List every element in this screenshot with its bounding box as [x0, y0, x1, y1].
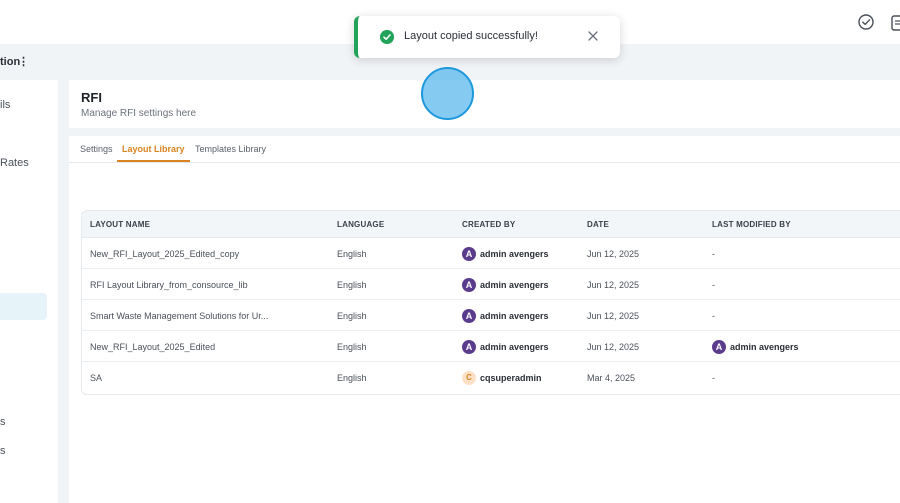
avatar: A	[462, 247, 476, 261]
user-name: admin avengers	[730, 342, 799, 352]
avatar: A	[462, 340, 476, 354]
cell-date: Jun 12, 2025	[587, 311, 640, 321]
sidebar-item-lower-1[interactable]: s	[0, 416, 6, 428]
cell-layout-name: SA	[90, 373, 103, 383]
cell-language: English	[337, 342, 367, 352]
cell-date: Jun 12, 2025	[587, 342, 640, 352]
more-options-icon[interactable]: ⋮	[18, 56, 29, 68]
sidebar-item-details[interactable]: ils	[0, 99, 11, 111]
toast-message: Layout copied successfully!	[404, 30, 538, 42]
cell-date: Mar 4, 2025	[587, 373, 636, 383]
cell-last-modified-by: -	[712, 373, 715, 383]
column-header-created-by[interactable]: CREATED BY	[462, 220, 516, 229]
avatar: C	[462, 371, 476, 385]
click-indicator	[421, 67, 474, 120]
sidebar: ils Rates s s	[0, 80, 58, 503]
table-row[interactable]: New_RFI_Layout_2025_Edited_copy English …	[82, 238, 900, 269]
cell-language: English	[337, 373, 367, 383]
user-name: admin avengers	[480, 342, 549, 352]
cell-layout-name: New_RFI_Layout_2025_Edited_copy	[90, 249, 240, 259]
close-icon[interactable]	[587, 30, 599, 42]
cell-layout-name: Smart Waste Management Solutions for Ur.…	[90, 311, 269, 321]
success-check-icon	[380, 30, 394, 44]
table-row[interactable]: Smart Waste Management Solutions for Ur.…	[82, 300, 900, 331]
avatar: A	[712, 340, 726, 354]
table-row[interactable]: RFI Layout Library_from_consource_lib En…	[82, 269, 900, 300]
cell-layout-name: New_RFI_Layout_2025_Edited	[90, 342, 216, 352]
sidebar-item-rates[interactable]: Rates	[0, 157, 29, 169]
cell-language: English	[337, 311, 367, 321]
cell-last-modified-by: -	[712, 280, 715, 290]
cell-created-by: A admin avengers	[462, 309, 549, 323]
layout-table: LAYOUT NAME LANGUAGE CREATED BY DATE LAS…	[81, 210, 900, 395]
cell-created-by: C cqsuperadmin	[462, 371, 542, 385]
sidebar-item-lower-2[interactable]: s	[0, 445, 6, 457]
cell-language: English	[337, 280, 367, 290]
cell-date: Jun 12, 2025	[587, 280, 640, 290]
column-header-date[interactable]: DATE	[587, 220, 609, 229]
tab-bar: Settings Layout Library Templates Librar…	[69, 136, 900, 163]
table-row[interactable]: New_RFI_Layout_2025_Edited English A adm…	[82, 331, 900, 362]
active-tab-indicator	[117, 160, 190, 162]
cell-last-modified-by: A admin avengers	[712, 340, 799, 354]
page-subtitle: Manage RFI settings here	[81, 108, 197, 119]
avatar: A	[462, 309, 476, 323]
success-toast: Layout copied successfully!	[354, 16, 620, 58]
avatar: A	[462, 278, 476, 292]
check-circle-icon[interactable]	[857, 13, 875, 31]
cell-date: Jun 12, 2025	[587, 249, 640, 259]
cell-last-modified-by: -	[712, 249, 715, 259]
cell-last-modified-by: -	[712, 311, 715, 321]
sidebar-item-active[interactable]	[0, 293, 47, 320]
tab-settings[interactable]: Settings	[80, 144, 113, 154]
user-name: admin avengers	[480, 249, 549, 259]
table-header: LAYOUT NAME LANGUAGE CREATED BY DATE LAS…	[82, 211, 900, 238]
cell-layout-name: RFI Layout Library_from_consource_lib	[90, 280, 248, 290]
user-name: admin avengers	[480, 311, 549, 321]
cell-created-by: A admin avengers	[462, 247, 549, 261]
project-selector-label[interactable]: tion	[0, 56, 21, 68]
cell-created-by: A admin avengers	[462, 340, 549, 354]
user-name: admin avengers	[480, 280, 549, 290]
table-row[interactable]: SA English C cqsuperadmin Mar 4, 2025 -	[82, 362, 900, 393]
cell-language: English	[337, 249, 367, 259]
page-title: RFI	[81, 90, 102, 105]
page-header: RFI Manage RFI settings here	[69, 80, 900, 128]
column-header-layout-name[interactable]: LAYOUT NAME	[90, 220, 151, 229]
content-panel: Settings Layout Library Templates Librar…	[69, 136, 900, 503]
column-header-last-modified-by[interactable]: LAST MODIFIED BY	[712, 220, 791, 229]
tab-templates-library[interactable]: Templates Library	[195, 144, 267, 154]
user-name: cqsuperadmin	[480, 373, 542, 383]
clipboard-icon[interactable]	[889, 13, 900, 31]
column-header-language[interactable]: LANGUAGE	[337, 220, 385, 229]
cell-created-by: A admin avengers	[462, 278, 549, 292]
tab-layout-library[interactable]: Layout Library	[122, 144, 185, 154]
